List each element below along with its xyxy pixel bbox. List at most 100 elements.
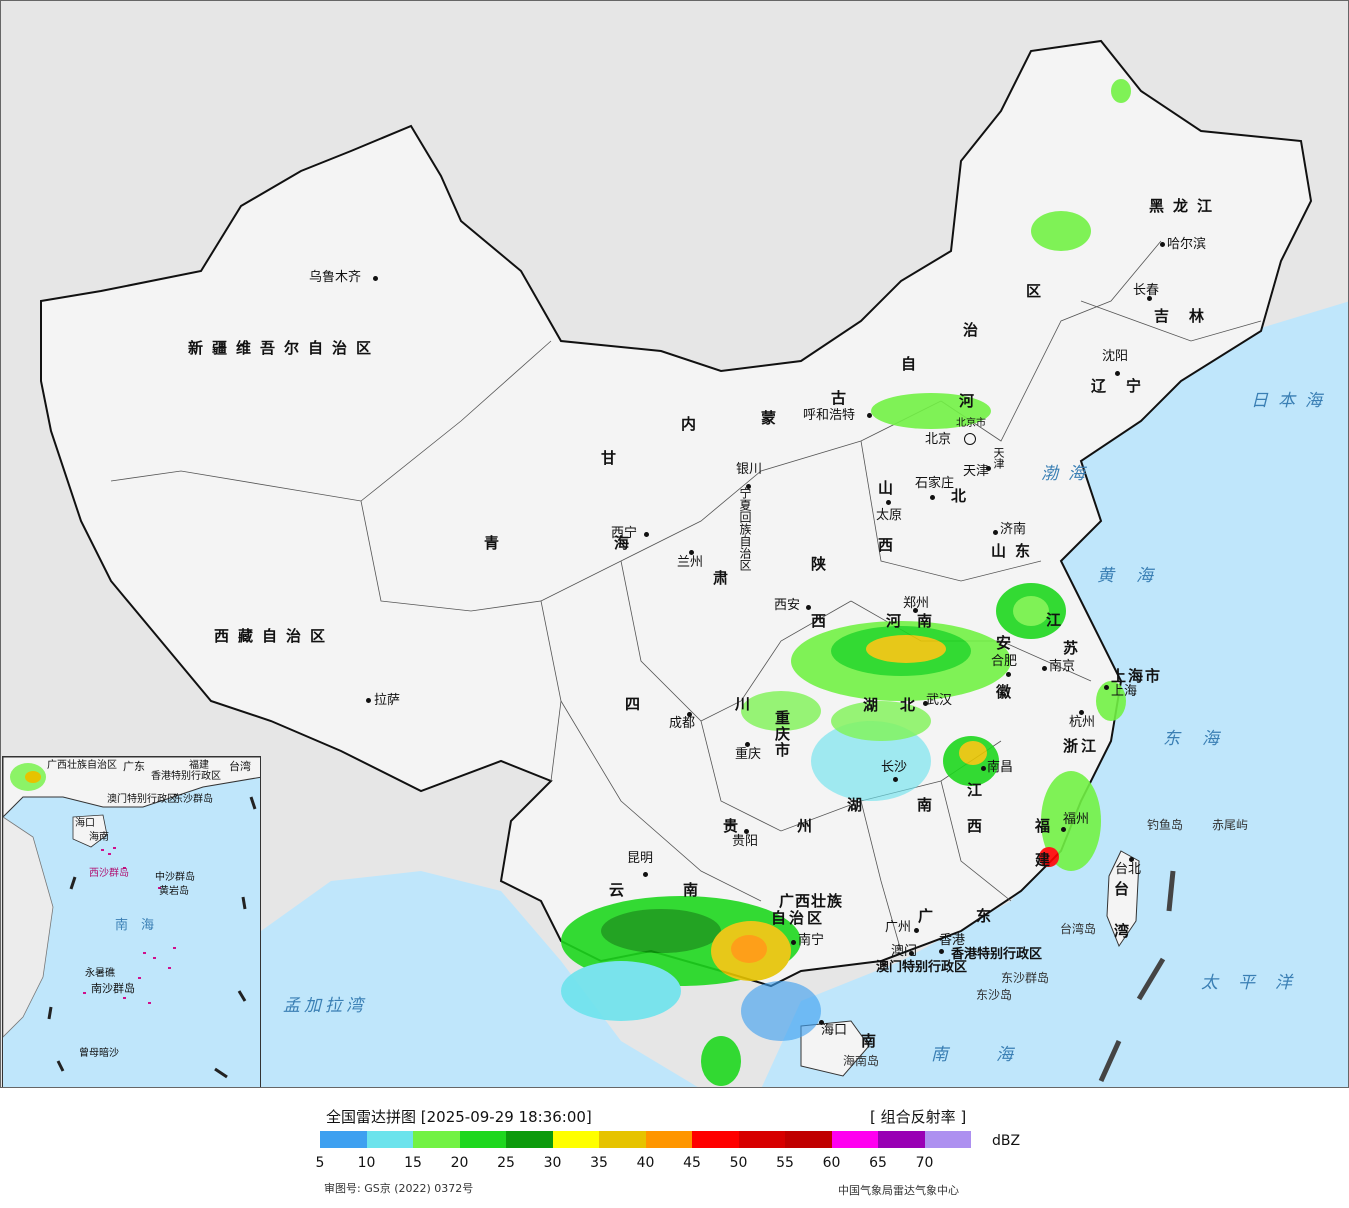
city-dot: [986, 466, 991, 471]
province-shandong: 山东: [991, 542, 1040, 560]
city-dot: [1147, 296, 1152, 301]
city-dot: [806, 605, 811, 610]
legend-title: 全国雷达拼图 [2025-09-29 18:36:00]: [326, 1108, 592, 1126]
capital-marker-icon: [964, 433, 976, 445]
province-gansu-2: 肃: [713, 569, 738, 587]
province-henan: 河南: [886, 612, 949, 630]
island-chiwei: 赤尾屿: [1212, 818, 1249, 832]
sea-pacific: 太平洋: [1201, 973, 1312, 993]
province-xinjiang: 新疆维吾尔自治区: [188, 339, 381, 357]
province-taiwan: 台 湾: [1112, 881, 1130, 944]
city-hefei: 合肥: [991, 654, 1018, 669]
legend-swatch: [785, 1131, 832, 1148]
province-shanxi-1: 山: [878, 479, 903, 497]
legend-swatch: [599, 1131, 646, 1148]
city-dot: [939, 949, 944, 954]
city-dot: [1115, 371, 1120, 376]
province-heilongjiang: 黑龙江: [1149, 197, 1222, 215]
legend-swatch: [320, 1131, 367, 1148]
city-dot: [1061, 827, 1066, 832]
city-dot: [909, 951, 914, 956]
city-hohhot: 呼和浩特: [803, 408, 856, 423]
inset-taiwan: 台湾: [229, 760, 251, 773]
province-guangdong: 广 东: [918, 907, 1006, 925]
city-dot: [993, 530, 998, 535]
city-dot: [930, 495, 935, 500]
taiwan-land: [1106, 850, 1140, 948]
city-macau: 澳门: [891, 944, 918, 959]
inset-land-west: [3, 816, 54, 1038]
city-taibei: 台北: [1115, 862, 1142, 877]
legend-swatch: [366, 1131, 413, 1148]
city-chongqing: 重庆: [735, 747, 762, 762]
province-neimeng-2: 蒙: [761, 409, 786, 427]
city-dot: [913, 608, 918, 613]
inset-fujian: 福建: [189, 760, 209, 771]
city-dot: [746, 484, 751, 489]
city-lhasa: 拉萨: [374, 693, 401, 708]
province-ningxia: 宁夏回族自治区: [738, 487, 752, 571]
sar-macau: 澳门特别行政区: [876, 960, 968, 975]
province-chongqing-3: 市: [775, 741, 800, 759]
sea-bohai: 渤海: [1041, 464, 1095, 484]
inset-zhongsha: 中沙群岛: [155, 872, 195, 883]
city-jinan: 济南: [1000, 522, 1027, 537]
legend-panel: 全国雷达拼图 [2025-09-29 18:36:00] [ 组合反射率 ] d…: [0, 1088, 1349, 1208]
legend-tick-label: 70: [915, 1155, 934, 1171]
legend-swatch: [738, 1131, 785, 1148]
province-hebei-2: 北: [951, 487, 976, 505]
inset-zengmu: 曾母暗沙: [79, 1048, 119, 1059]
sea-bengal: [261, 871, 698, 1087]
legend-swatch: [459, 1131, 506, 1148]
city-dot: [1079, 710, 1084, 715]
sea-east: [761, 301, 1348, 1087]
sea-yellow: 黄海: [1097, 566, 1175, 586]
province-hunan: 湖 南: [847, 796, 953, 814]
legend-swatch: [552, 1131, 599, 1148]
radar-echoes: [561, 79, 1131, 1086]
province-beijing: 北京市: [956, 418, 986, 429]
legend-unit: dBZ: [992, 1133, 1021, 1149]
legend-product: [ 组合反射率 ]: [870, 1108, 967, 1126]
city-kunming: 昆明: [627, 851, 654, 866]
province-chongqing-1: 重: [775, 709, 800, 727]
legend-color-bar: [320, 1131, 971, 1148]
province-anhui-1: 安: [996, 634, 1021, 652]
inset-canvas: [3, 757, 260, 1079]
legend-tick-label: 50: [729, 1155, 748, 1171]
province-shaanxi-2: 西: [811, 612, 836, 630]
city-nanjing: 南京: [1049, 659, 1076, 674]
province-xizang: 西藏自治区: [214, 627, 335, 645]
sar-hongkong: 香港特别行政区: [951, 947, 1043, 962]
city-dot: [643, 872, 648, 877]
city-dot: [644, 532, 649, 537]
province-neimeng-3: 古: [831, 389, 856, 407]
province-jiangsu-2: 苏: [1063, 639, 1088, 657]
legend-tick-label: 45: [683, 1155, 701, 1171]
city-dot: [1006, 672, 1011, 677]
province-shaanxi-1: 陕: [811, 555, 836, 573]
legend-tick-label: 35: [590, 1155, 608, 1171]
city-hongkong: 香港: [939, 933, 966, 948]
legend-tick-label: 55: [776, 1155, 794, 1171]
island-hainan: 海南岛: [843, 1054, 880, 1068]
legend-swatch: [831, 1131, 878, 1148]
city-xining: 西宁: [611, 526, 638, 541]
legend-swatch: [413, 1131, 460, 1148]
province-liaoning: 辽宁: [1091, 377, 1162, 395]
city-dot: [914, 928, 919, 933]
province-hainan: 南: [861, 1032, 886, 1050]
city-dot: [1042, 666, 1047, 671]
legend-swatch: [692, 1131, 739, 1148]
province-sichuan: 四 川: [625, 695, 791, 713]
inset-huangyan: 黄岩岛: [159, 886, 189, 897]
legend-tick-label: 60: [822, 1155, 841, 1171]
city-haikou: 海口: [821, 1023, 848, 1038]
province-jiangxi-1: 江: [967, 781, 992, 799]
legend-tick-label: 40: [636, 1155, 655, 1171]
city-dot: [689, 550, 694, 555]
province-neimeng-1: 内: [681, 415, 706, 433]
city-wuhan: 武汉: [926, 693, 953, 708]
inset-guangxi: 广西壮族自治区: [47, 760, 117, 771]
inset-dongsha: 东沙群岛: [173, 794, 213, 805]
